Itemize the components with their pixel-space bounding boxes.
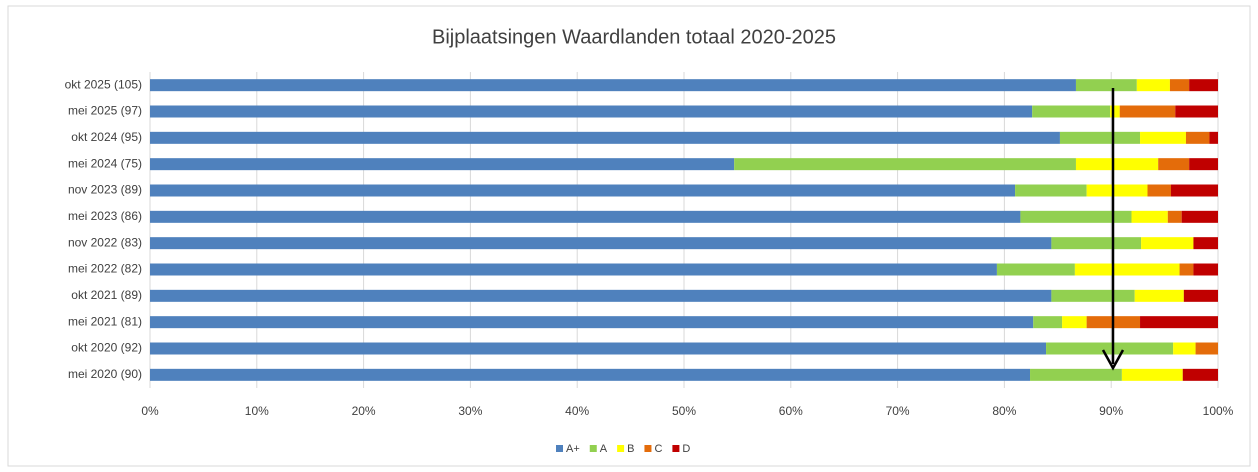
x-tick-label: 90% [1099,404,1123,418]
bar-segment [150,342,1047,355]
bar-segment [150,158,735,171]
bar-segment [1086,184,1148,197]
y-tick-label: mei 2025 (97) [68,104,142,118]
bar-segment [1030,368,1122,381]
bar-segment [1140,131,1186,144]
y-tick-label: okt 2024 (95) [71,130,142,144]
bar-segment [1032,105,1111,118]
legend-label: D [682,443,690,455]
bar-segment [1189,79,1218,92]
bar-segment [1015,184,1087,197]
bar-segment [1051,237,1142,250]
chart-title: Bijplaatsingen Waardlanden totaal 2020-2… [432,26,836,48]
legend-label: A+ [566,443,580,455]
y-tick-label: okt 2025 (105) [65,77,142,91]
legend-swatch [617,445,625,452]
bar-segment [1075,79,1137,92]
bar-segment [150,368,1031,381]
bar-segment [1209,131,1218,144]
legend-label: B [627,443,634,455]
x-tick-label: 70% [886,404,910,418]
bar-segment [150,105,1033,118]
x-tick-label: 50% [672,404,696,418]
bar-segment [1195,342,1218,355]
bar-segment [1173,342,1196,355]
x-tick-label: 60% [779,404,803,418]
bar-segment [1119,105,1176,118]
bar-segment [150,131,1060,144]
bar-segment [1059,131,1141,144]
bar-segment [1136,79,1170,92]
y-tick-label: nov 2023 (89) [68,183,142,197]
bar-segment [150,79,1076,92]
bar-segment [1033,316,1063,329]
x-tick-label: 10% [245,404,269,418]
legend-swatch [672,445,680,452]
bar-segment [150,289,1052,302]
y-tick-label: mei 2020 (90) [68,367,142,381]
bar-segment [734,158,1076,171]
plot: 0% 10% 20% 30% 40% 50% 60% 70% 80% 90% 100% okt 202… [65,72,1234,455]
bar-segment [1131,210,1168,223]
bar-segment [1134,289,1184,302]
bar-segment [1147,184,1172,197]
x-tick-label: 20% [352,404,376,418]
bar-segment [1110,105,1120,118]
bar-segment [1175,105,1218,118]
bar-segment [1193,263,1218,276]
bar-segment [1020,210,1132,223]
bar-segment [1171,184,1218,197]
bar-segment [996,263,1075,276]
bar-segment [1051,289,1135,302]
y-tick-label: mei 2022 (82) [68,262,142,276]
bar-segment [1181,210,1218,223]
y-tick-label: mei 2024 (75) [68,156,142,170]
bar-segment [1046,342,1174,355]
bar-segment [1075,158,1159,171]
bar-segment [1193,237,1218,250]
bar-segment [1074,263,1180,276]
legend-swatch [644,445,652,452]
annotation-arrow [1101,88,1125,371]
x-tick-label: 0% [141,404,159,418]
bar-segment [1183,289,1218,302]
bar-segment [1169,79,1190,92]
bar-segment [1121,368,1183,381]
bar-segment [150,210,1021,223]
bar-segment [150,263,997,276]
y-tick-label: mei 2023 (86) [68,209,142,223]
bar-segment [150,316,1034,329]
legend-swatch [589,445,597,452]
bar-segment [150,184,1016,197]
bar-segment [1141,237,1194,250]
bar-segment [1179,263,1194,276]
chart-border [7,5,1251,467]
x-tick-label: 100% [1203,404,1234,418]
x-tick-label: 40% [565,404,589,418]
bar-segment [1185,131,1210,144]
legend-label: A [600,443,608,455]
x-tick-label: 30% [458,404,482,418]
x-tick-label: 80% [992,404,1016,418]
bar-segment [1062,316,1087,329]
y-tick-label: okt 2020 (92) [71,341,142,355]
bar-segment [1140,316,1218,329]
bar-segment [1158,158,1190,171]
legend-swatch [556,445,563,452]
bar-segment [150,237,1052,250]
y-tick-label: nov 2022 (83) [68,235,142,249]
y-tick-label: okt 2021 (89) [71,288,142,302]
bar-segment [1182,368,1218,381]
bar-segment [1167,210,1182,223]
legend-label: C [654,443,662,455]
y-tick-label: mei 2021 (81) [68,314,142,328]
bar-segment [1189,158,1218,171]
